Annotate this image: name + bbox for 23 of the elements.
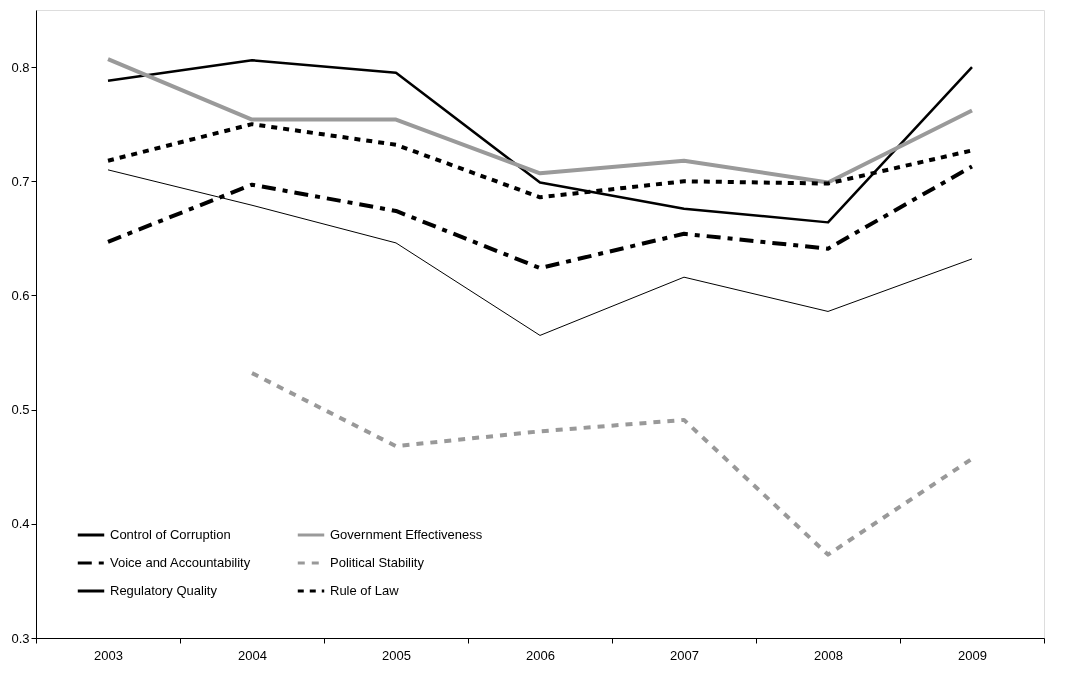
y-tick-label: 0.8 [11,59,30,75]
x-tick-label: 2006 [526,647,555,663]
legend-label: Control of Corruption [110,527,231,542]
x-tick-label: 2007 [670,647,699,663]
x-tick-label: 2009 [958,647,987,663]
line-series [107,169,973,336]
legend-label: Government Effectiveness [330,527,483,542]
y-tick-label: 0.4 [11,516,30,532]
legend-label: Regulatory Quality [110,583,218,598]
legend-label: Rule of Law [330,583,400,598]
y-tick-label: 0.7 [11,173,30,189]
x-tick-label: 2005 [382,647,411,663]
legend-label: Political Stability [330,555,425,570]
line-series [106,57,974,185]
line-series [106,58,974,224]
y-tick-label: 0.5 [11,402,30,418]
y-tick-label: 0.6 [11,287,30,303]
legend-label: Voice and Accountability [110,555,251,570]
x-tick-label: 2008 [814,647,843,663]
line-series [250,371,974,557]
x-tick-label: 2004 [238,647,267,663]
y-tick-label: 0.3 [11,630,30,646]
x-tick-label: 2003 [94,647,123,663]
